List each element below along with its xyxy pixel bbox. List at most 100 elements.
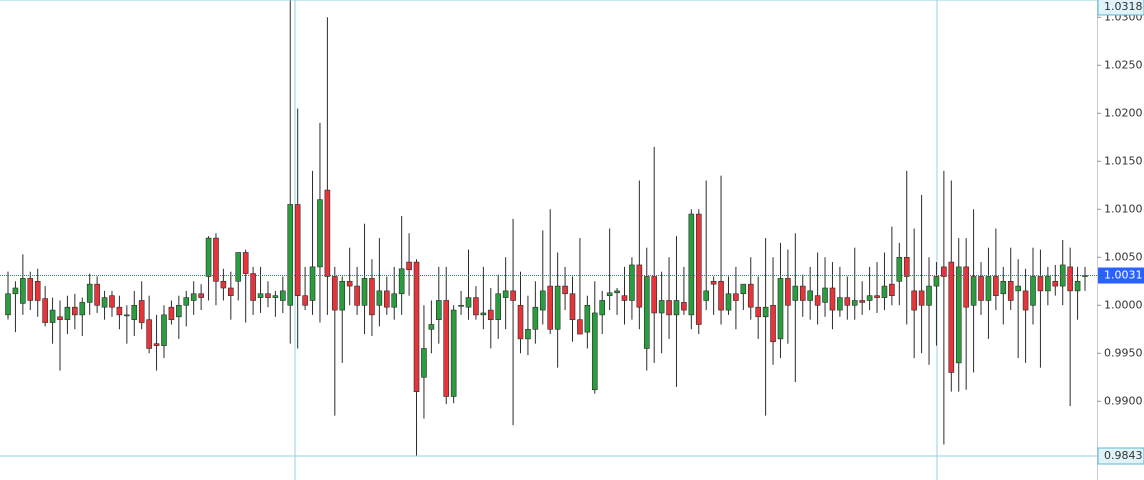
candle-body	[384, 290, 390, 308]
candle-body	[361, 278, 368, 306]
candle-body	[673, 300, 680, 316]
candle-body	[1022, 290, 1029, 311]
candle-body	[228, 287, 234, 296]
candle-body	[695, 213, 702, 325]
candle-body	[369, 278, 375, 316]
candle-body	[1052, 280, 1059, 287]
candle-body	[636, 264, 643, 308]
crosshair-label: 1.0318	[1104, 0, 1143, 13]
candle-body	[785, 278, 791, 306]
candle-body	[190, 293, 197, 301]
candle-body	[443, 300, 450, 397]
candle-body	[413, 261, 420, 392]
candle-body	[487, 309, 494, 320]
candle-body	[324, 189, 331, 277]
candle-body	[250, 273, 256, 301]
candle-body	[1067, 266, 1073, 292]
candle-body	[740, 283, 747, 295]
candle-body	[49, 309, 56, 323]
candle-body	[643, 276, 650, 349]
candle-body	[517, 304, 524, 340]
candle-body	[265, 293, 271, 298]
candle-body	[153, 343, 160, 346]
candle-body	[101, 297, 108, 308]
candle-body	[168, 306, 175, 320]
y-tick-label: 1.0250	[1104, 58, 1143, 71]
candle-body	[94, 283, 100, 306]
candle-body	[398, 268, 405, 295]
candle-body	[287, 204, 294, 306]
candle-body	[1007, 280, 1014, 301]
candle-body	[72, 306, 78, 316]
candle-body	[124, 314, 130, 317]
candle-body	[339, 280, 346, 311]
candle-body	[547, 285, 554, 330]
candle-body	[116, 306, 123, 316]
candle-body	[577, 319, 583, 335]
candle-body	[799, 285, 806, 301]
candle-body	[844, 297, 851, 306]
candle-body	[406, 261, 412, 271]
candle-body	[294, 204, 301, 296]
y-tick-label: 1.0000	[1104, 298, 1143, 311]
candle-body	[235, 252, 242, 282]
candle-body	[770, 304, 776, 343]
candle-body	[859, 300, 865, 303]
candle-body	[20, 278, 26, 304]
candle-body	[777, 278, 784, 340]
candle-body	[510, 290, 516, 301]
candle-body	[309, 266, 316, 301]
y-tick-label: 1.0100	[1104, 202, 1143, 215]
candle-body	[242, 252, 249, 274]
candle-body	[599, 300, 606, 316]
candle-body	[874, 295, 880, 298]
candle-body	[220, 280, 227, 289]
candle-body	[681, 302, 687, 311]
candle-body	[131, 304, 138, 320]
candle-body	[86, 283, 93, 303]
candle-body	[473, 297, 479, 316]
candle-body	[317, 199, 323, 268]
candle-body	[896, 256, 903, 282]
candle-body	[822, 287, 828, 303]
candle-body	[495, 293, 502, 320]
candle-body	[539, 290, 546, 311]
price-label-box	[1098, 267, 1144, 284]
y-tick-label: 0.9950	[1104, 346, 1143, 359]
candle-body	[710, 280, 717, 285]
candle-body	[280, 290, 286, 301]
candle-body	[703, 290, 709, 301]
candle-body	[614, 290, 620, 294]
candle-body	[465, 297, 472, 308]
candle-body	[176, 304, 182, 318]
candle-body	[57, 316, 63, 320]
candle-body	[569, 293, 576, 320]
candle-body	[12, 287, 19, 295]
candle-body	[814, 295, 821, 306]
candle-body	[747, 283, 754, 308]
candle-body	[257, 293, 264, 298]
candle-body	[205, 237, 212, 277]
candle-body	[837, 297, 843, 311]
candle-body	[829, 287, 836, 311]
candle-body	[428, 324, 435, 330]
candle-body	[725, 293, 732, 311]
candle-body	[213, 237, 219, 282]
candle-body	[391, 293, 398, 308]
candle-body	[955, 266, 962, 364]
candle-body	[606, 292, 613, 296]
candle-body	[34, 280, 41, 301]
candle-body	[866, 295, 873, 301]
candle-body	[354, 285, 360, 306]
candle-body	[138, 300, 145, 323]
candle-body	[332, 276, 338, 311]
candle-body	[79, 302, 86, 316]
candle-body	[198, 293, 204, 298]
candle-body	[807, 290, 813, 301]
candle-body	[458, 304, 464, 307]
candle-body	[591, 312, 598, 391]
crosshair-label-box	[1097, 447, 1144, 465]
candle-body	[421, 348, 427, 378]
candle-body	[933, 276, 940, 287]
